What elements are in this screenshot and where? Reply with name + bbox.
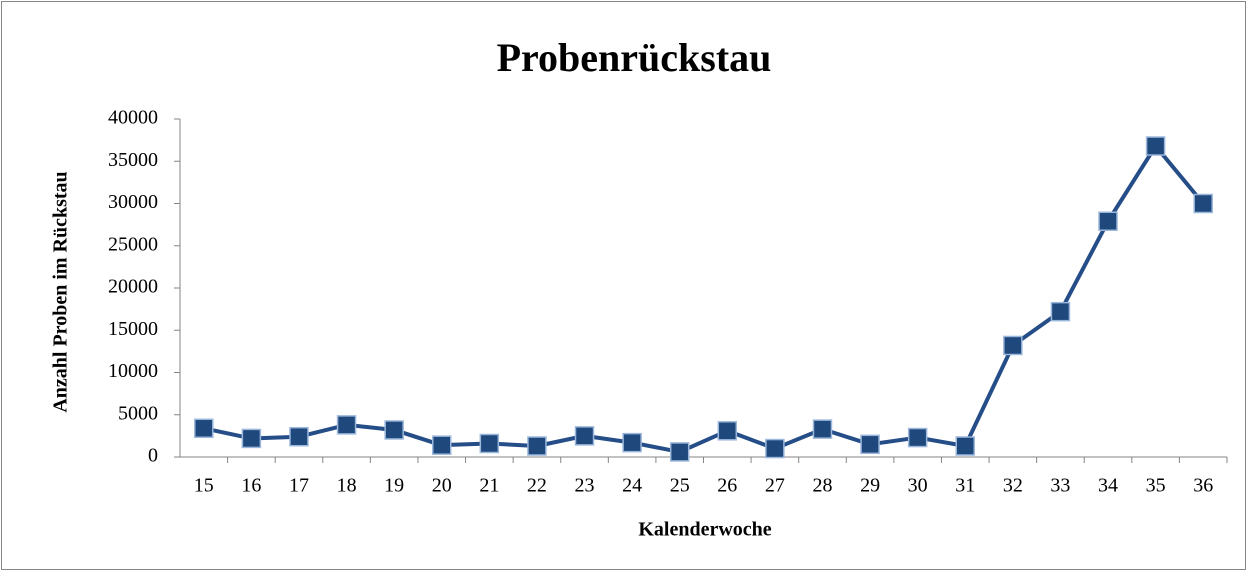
marker bbox=[336, 415, 357, 435]
x-tick-label: 22 bbox=[527, 475, 547, 497]
marker bbox=[527, 436, 547, 456]
marker bbox=[241, 428, 262, 449]
marker bbox=[812, 419, 833, 439]
x-tick-label: 25 bbox=[670, 475, 690, 497]
x-tick-label: 16 bbox=[241, 475, 261, 497]
marker bbox=[289, 426, 309, 447]
x-tick-label: 18 bbox=[337, 475, 357, 497]
marker bbox=[194, 418, 214, 439]
y-tick-label: 20000 bbox=[108, 276, 158, 298]
chart-title: Probenrückstau bbox=[497, 35, 772, 80]
x-tick-label: 17 bbox=[289, 475, 309, 497]
marker bbox=[479, 433, 500, 454]
x-tick-label: 35 bbox=[1146, 475, 1166, 497]
marker bbox=[907, 427, 928, 448]
y-tick-label: 35000 bbox=[108, 149, 158, 171]
x-tick-label: 21 bbox=[479, 475, 499, 497]
marker bbox=[765, 438, 785, 459]
x-tick-label: 23 bbox=[575, 475, 595, 497]
marker bbox=[1003, 335, 1023, 356]
marker bbox=[717, 421, 738, 441]
x-tick-label: 19 bbox=[384, 475, 404, 497]
x-tick-label: 32 bbox=[1003, 475, 1023, 497]
y-tick-label: 30000 bbox=[108, 191, 158, 213]
y-tick-label: 15000 bbox=[108, 318, 158, 340]
x-tick-label: 30 bbox=[908, 475, 928, 497]
x-axis-label: Kalenderwoche bbox=[638, 519, 771, 541]
marker bbox=[622, 432, 642, 453]
x-tick-label: 34 bbox=[1098, 475, 1118, 497]
x-tick-label: 24 bbox=[622, 475, 642, 497]
series-line bbox=[203, 144, 1205, 454]
marker bbox=[860, 434, 880, 455]
marker bbox=[574, 426, 595, 446]
x-tick-label: 15 bbox=[194, 475, 214, 497]
marker bbox=[1145, 136, 1166, 156]
y-tick-label: 5000 bbox=[118, 402, 158, 424]
marker bbox=[669, 442, 690, 462]
marker bbox=[384, 420, 404, 440]
marker bbox=[1098, 211, 1118, 231]
x-tick-label: 33 bbox=[1050, 475, 1070, 497]
x-tick-label: 20 bbox=[432, 475, 452, 497]
x-tick-label: 26 bbox=[717, 475, 737, 497]
x-tick-label: 31 bbox=[955, 475, 975, 497]
x-tick-label: 27 bbox=[765, 475, 785, 497]
marker bbox=[1193, 193, 1213, 214]
marker bbox=[955, 436, 975, 456]
marker bbox=[432, 435, 452, 455]
y-tick-label: 25000 bbox=[108, 233, 158, 255]
x-tick-label: 29 bbox=[860, 475, 880, 497]
marker bbox=[1050, 301, 1071, 322]
y-axis-label: Anzahl Proben im Rückstau bbox=[50, 171, 72, 412]
x-tick-label: 28 bbox=[812, 475, 832, 497]
y-tick-label: 0 bbox=[148, 445, 158, 467]
y-tick-label: 40000 bbox=[108, 107, 158, 129]
y-tick-label: 10000 bbox=[108, 360, 158, 382]
x-tick-label: 36 bbox=[1193, 475, 1213, 497]
